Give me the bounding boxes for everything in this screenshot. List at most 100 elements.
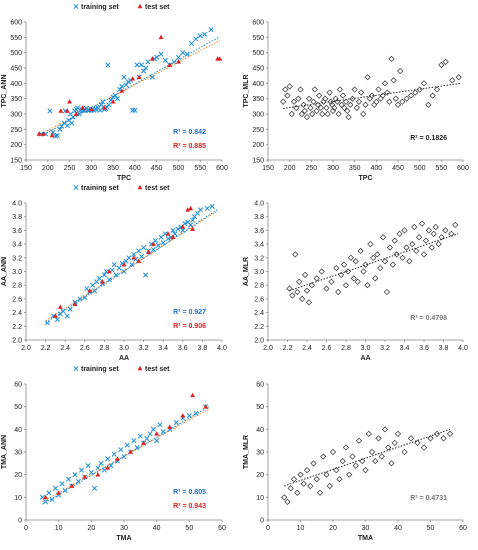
data-point — [100, 99, 106, 105]
x-tick-label: 300 — [327, 165, 339, 172]
x-tick-label: 350 — [349, 165, 361, 172]
data-point — [57, 304, 63, 309]
data-point — [217, 56, 223, 61]
data-point — [41, 131, 46, 136]
y-tick-label: 450 — [10, 66, 22, 73]
y-tick-label: 2.4 — [254, 310, 264, 317]
series — [286, 220, 459, 306]
x-axis-title: TMA — [358, 535, 373, 542]
data-point — [98, 460, 104, 466]
data-point — [342, 282, 350, 289]
y-tick-label: 600 — [10, 20, 22, 27]
chart-4: 2.0 2.2 2.4 2.6 2.8 3.0 3.2 3.4 3.6 3.8 4.0 2.0 2.2 2… — [243, 201, 468, 363]
data-point — [158, 234, 164, 240]
y-tick-label: 40 — [14, 427, 22, 434]
x-axis-title: TPC — [359, 175, 373, 182]
data-point — [438, 234, 445, 241]
data-point — [170, 227, 176, 233]
data-point — [440, 435, 447, 442]
y-axis-title: TPC_ANN — [1, 74, 8, 107]
data-point — [171, 59, 177, 65]
x-tick-label: 400 — [129, 165, 141, 172]
data-point — [119, 88, 125, 93]
data-point — [406, 258, 413, 265]
data-point — [85, 463, 91, 469]
data-point — [185, 207, 191, 212]
data-point — [442, 227, 449, 234]
data-point — [303, 287, 311, 294]
data-point — [113, 272, 119, 278]
data-point — [136, 74, 142, 79]
x-tick-label: 300 — [85, 165, 97, 172]
data-point — [384, 89, 391, 96]
data-point — [167, 424, 173, 429]
x-tick-label: 350 — [107, 165, 119, 172]
x-tick-label: 550 — [435, 165, 447, 172]
data-point — [316, 489, 324, 496]
x-tick-label: 4.0 — [458, 345, 468, 352]
data-point — [297, 471, 304, 478]
data-point — [449, 77, 456, 84]
x-tick-label: 150 — [262, 165, 274, 172]
x-tick-label: 30 — [362, 525, 370, 532]
data-point — [300, 480, 307, 487]
data-point — [340, 261, 348, 268]
data-point — [105, 456, 111, 462]
y-tick-label: 400 — [252, 81, 264, 88]
data-point — [116, 265, 122, 271]
y-tick-label: 2.6 — [12, 296, 22, 303]
y-tick-label: 20 — [14, 472, 22, 479]
y-tick-label: 250 — [10, 127, 22, 134]
data-point — [391, 439, 398, 447]
y-tick-label: 30 — [14, 450, 22, 457]
data-point — [407, 435, 415, 442]
y-tick-label: 350 — [252, 96, 264, 103]
y-tick-label: 250 — [252, 127, 264, 134]
data-point — [338, 271, 345, 279]
y-axis-title: TMA_MLR — [243, 435, 250, 469]
y-tick-label: 0 — [260, 518, 264, 525]
data-point — [409, 241, 416, 248]
data-point — [190, 226, 195, 231]
data-point — [351, 86, 358, 93]
y-tick-label: 4.0 — [12, 201, 22, 208]
data-point — [362, 467, 369, 474]
data-point — [352, 462, 359, 469]
data-point — [97, 107, 103, 113]
y-tick-label: 4.0 — [254, 201, 264, 208]
y-tick-label: 3.0 — [12, 269, 22, 276]
data-point — [78, 467, 85, 473]
data-point — [131, 438, 137, 444]
data-point — [121, 262, 127, 267]
data-point — [111, 451, 117, 457]
data-point — [372, 275, 379, 282]
data-point — [209, 203, 215, 209]
data-point — [394, 430, 402, 437]
series — [36, 34, 223, 138]
data-point — [96, 275, 103, 281]
data-point — [280, 98, 287, 105]
x-axis-title: AA — [360, 355, 370, 362]
x-tick-label: 40 — [153, 525, 161, 532]
data-point — [379, 234, 387, 241]
data-point — [375, 86, 382, 93]
data-point — [326, 89, 333, 96]
chart-2: 150 200 250 300 350 400 450 500 550 600 150 200 250 3… — [243, 20, 469, 183]
data-point — [412, 89, 419, 96]
data-point — [149, 74, 155, 80]
data-point — [316, 92, 323, 99]
data-point — [121, 74, 127, 80]
data-point — [77, 296, 83, 302]
x-tick-label: 600 — [216, 165, 228, 172]
data-point — [399, 98, 406, 105]
x-tick-label: 400 — [370, 165, 382, 172]
data-point — [287, 485, 294, 492]
data-point — [414, 439, 421, 447]
y-tick-label: 2.2 — [12, 324, 22, 331]
data-point — [286, 285, 293, 292]
data-point — [128, 449, 133, 454]
data-point — [344, 268, 352, 275]
data-point — [162, 57, 168, 63]
y-tick-label: 400 — [10, 81, 22, 88]
data-point — [317, 104, 324, 111]
